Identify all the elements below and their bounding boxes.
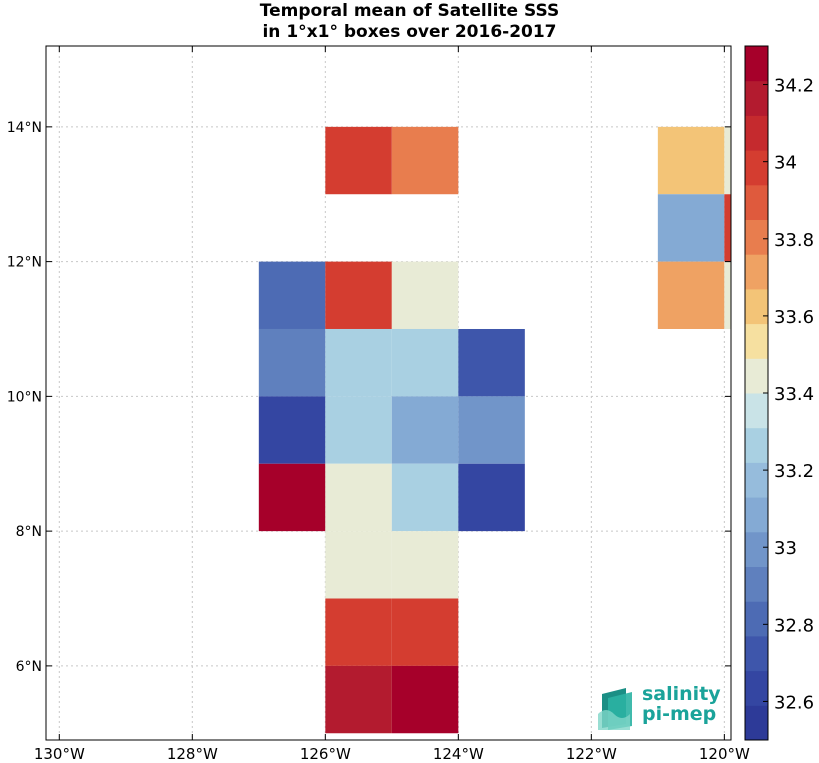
- colorbar-band: [745, 705, 768, 741]
- heatmap-cell: [391, 396, 459, 464]
- heatmap-cell: [657, 194, 725, 262]
- colorbar-band: [745, 635, 768, 672]
- chart-title-line-2: in 1°x1° boxes over 2016-2017: [262, 22, 557, 42]
- colorbar-band: [745, 150, 768, 186]
- colorbar-tick-label: 33.6: [774, 307, 814, 328]
- colorbar-tick-label: 32.8: [774, 615, 814, 636]
- colorbar-band: [745, 184, 768, 220]
- colorbar-tick-label: 33: [774, 538, 797, 559]
- plot-frame: [45, 45, 732, 741]
- heatmap-cell: [258, 261, 326, 329]
- heatmap-cell: [325, 396, 392, 464]
- x-tick-label: 120°W: [699, 745, 750, 763]
- heatmap-cell: [258, 328, 326, 397]
- heatmap-cell: [258, 463, 326, 532]
- colorbar-band: [745, 288, 768, 325]
- heatmap-cell: [458, 463, 525, 532]
- heatmap-cell: [325, 261, 392, 329]
- colorbar-band: [745, 393, 768, 429]
- colorbar-tick-label: 33.2: [774, 461, 814, 482]
- y-axis-ticks: 6°N 8°N 10°N 12°N 14°N: [7, 120, 731, 675]
- x-tick-label: 126°W: [300, 745, 351, 763]
- heatmap-cell: [258, 396, 326, 464]
- y-tick-label: 6°N: [16, 659, 42, 675]
- logo-waves-icon: [598, 688, 632, 730]
- colorbar-tick-label: 33.4: [774, 384, 814, 405]
- heatmap-cells: [258, 126, 731, 734]
- heatmap-cell: [325, 531, 392, 599]
- heatmap-cell: [391, 531, 459, 599]
- colorbar-band: [745, 80, 768, 116]
- colorbar-band: [745, 254, 768, 290]
- y-tick-label: 12°N: [7, 255, 42, 271]
- heatmap-cell: [391, 598, 459, 666]
- heatmap-cell: [325, 598, 392, 666]
- salinity-pi-mep-logo: salinity pi-mep: [596, 682, 726, 732]
- colorbar-band: [745, 462, 768, 498]
- colorbar-band: [745, 670, 768, 706]
- y-tick-label: 10°N: [7, 389, 42, 405]
- heatmap-cell: [391, 261, 459, 329]
- x-tick-label: 122°W: [566, 745, 617, 763]
- colorbar-tick-label: 32.6: [774, 692, 814, 713]
- colorbar-band: [745, 497, 768, 533]
- heatmap-cell: [391, 665, 459, 734]
- heatmap-cell: [391, 463, 459, 532]
- heatmap-cell: [657, 126, 725, 195]
- colorbar-band: [745, 566, 768, 602]
- heatmap-cell: [325, 126, 392, 195]
- colorbar-band: [745, 46, 768, 82]
- logo-text-line-1: salinity: [642, 683, 721, 705]
- colorbar-band: [745, 427, 768, 463]
- heatmap-cell: [325, 665, 392, 734]
- heatmap-cell: [391, 328, 459, 397]
- heatmap-cell: [325, 463, 392, 532]
- colorbar-tick-label: 34.2: [774, 76, 814, 97]
- heatmap-cell: [458, 396, 525, 464]
- x-tick-label: 124°W: [433, 745, 484, 763]
- heatmap-cell: [391, 126, 459, 195]
- colorbar-band: [745, 531, 768, 567]
- heatmap-cell: [724, 194, 731, 262]
- x-tick-label: 130°W: [34, 745, 85, 763]
- colorbar-tick-label: 33.8: [774, 230, 814, 251]
- colorbar-band: [745, 323, 768, 359]
- colorbar-band: [745, 601, 768, 637]
- chart-title-line-1: Temporal mean of Satellite SSS: [259, 1, 560, 21]
- colorbar-band: [745, 115, 768, 151]
- colorbar-band: [745, 219, 768, 255]
- heatmap-cell: [325, 328, 392, 397]
- y-tick-label: 14°N: [7, 120, 42, 136]
- x-tick-label: 128°W: [167, 745, 218, 763]
- colorbar: 32.6 32.8 33 33.2 33.4 33.6 33.8 34 34.2: [744, 45, 814, 741]
- heatmap-cell: [724, 261, 731, 329]
- colorbar-tick-label: 34: [774, 153, 797, 174]
- logo-text-line-2: pi-mep: [642, 703, 717, 725]
- x-axis-ticks: 130°W 128°W 126°W 124°W 122°W 120°W: [34, 46, 750, 763]
- heatmap-cell: [657, 261, 725, 329]
- heatmap-cell: [458, 328, 525, 397]
- y-tick-label: 8°N: [16, 524, 42, 540]
- heatmap-cell: [724, 126, 731, 195]
- colorbar-band: [745, 358, 768, 394]
